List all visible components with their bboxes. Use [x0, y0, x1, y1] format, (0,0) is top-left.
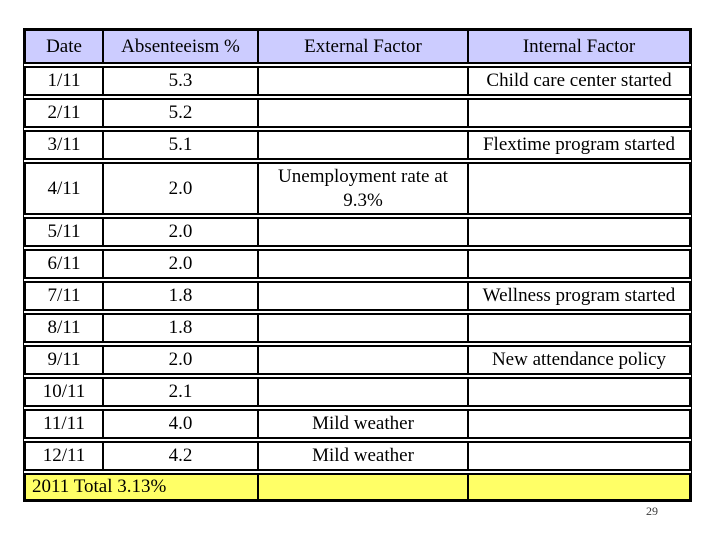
internal-factor-cell: Flextime program started — [482, 134, 676, 156]
table-row: 12/11 4.2 Mild weather — [24, 441, 691, 471]
header-external-factor: External Factor — [259, 31, 469, 62]
absenteeism-cell: 5.1 — [104, 132, 259, 158]
table-row: 4/11 2.0 Unemployment rate at 9.3% — [24, 162, 691, 215]
external-factor-cell — [259, 347, 469, 373]
external-factor-cell — [259, 379, 469, 405]
table-row: 7/11 1.8 Wellness program started — [24, 281, 691, 311]
external-factor-cell — [259, 219, 469, 245]
table-row: 10/11 2.1 — [24, 377, 691, 407]
header-date: Date — [26, 31, 104, 62]
internal-factor-cell — [469, 100, 689, 126]
date-cell: 1/11 — [26, 68, 104, 94]
internal-factor-cell — [469, 443, 689, 469]
table-row: 6/11 2.0 — [24, 249, 691, 279]
table-row: 9/11 2.0 New attendance policy — [24, 345, 691, 375]
absenteeism-cell: 4.0 — [104, 411, 259, 437]
internal-factor-cell — [469, 379, 689, 405]
external-factor-cell — [259, 132, 469, 158]
date-cell: 12/11 — [26, 443, 104, 469]
header-internal-factor: Internal Factor — [522, 35, 636, 57]
absenteeism-cell: 2.0 — [104, 164, 259, 213]
absenteeism-cell: 5.3 — [104, 68, 259, 94]
date-cell: 3/11 — [26, 132, 104, 158]
absenteeism-table: Date Absenteeism % External Factor Inter… — [23, 28, 692, 502]
total-label-cell: 2011 Total 3.13% — [26, 475, 259, 499]
table-row: 2/11 5.2 — [24, 98, 691, 128]
absenteeism-cell: 2.0 — [104, 251, 259, 277]
external-factor-cell: Mild weather — [259, 443, 469, 469]
table-row: 1/11 5.3 Child care center started — [24, 66, 691, 96]
internal-factor-cell — [469, 315, 689, 341]
absenteeism-cell: 2.0 — [104, 219, 259, 245]
table-row: 5/11 2.0 — [24, 217, 691, 247]
external-factor-cell — [259, 283, 469, 309]
internal-factor-cell — [469, 251, 689, 277]
date-cell: 11/11 — [26, 411, 104, 437]
external-factor-cell — [259, 100, 469, 126]
date-cell: 4/11 — [26, 164, 104, 213]
total-internal-cell — [469, 475, 689, 499]
date-cell: 8/11 — [26, 315, 104, 341]
date-cell: 7/11 — [26, 283, 104, 309]
total-external-cell — [259, 475, 469, 499]
internal-factor-cell: Wellness program started — [482, 285, 676, 307]
external-factor-cell — [259, 251, 469, 277]
date-cell: 6/11 — [26, 251, 104, 277]
header-absenteeism: Absenteeism % — [104, 31, 259, 62]
date-cell: 9/11 — [26, 347, 104, 373]
table-total-row: 2011 Total 3.13% — [24, 473, 691, 501]
date-cell: 5/11 — [26, 219, 104, 245]
table-header-row: Date Absenteeism % External Factor Inter… — [24, 29, 691, 64]
page-number: 29 — [646, 504, 658, 518]
table-row: 11/11 4.0 Mild weather — [24, 409, 691, 439]
internal-factor-cell — [469, 164, 689, 213]
external-factor-cell: Mild weather — [259, 411, 469, 437]
external-factor-cell — [259, 315, 469, 341]
absenteeism-cell: 4.2 — [104, 443, 259, 469]
date-cell: 10/11 — [26, 379, 104, 405]
external-factor-cell: Unemployment rate at 9.3% — [259, 164, 469, 213]
table-row: 3/11 5.1 Flextime program started — [24, 130, 691, 160]
internal-factor-cell: New attendance policy — [491, 349, 667, 371]
internal-factor-cell — [469, 219, 689, 245]
table-row: 8/11 1.8 — [24, 313, 691, 343]
absenteeism-cell: 1.8 — [104, 283, 259, 309]
external-factor-cell — [259, 68, 469, 94]
absenteeism-cell: 1.8 — [104, 315, 259, 341]
absenteeism-cell: 2.0 — [104, 347, 259, 373]
internal-factor-cell: Child care center started — [486, 70, 672, 92]
absenteeism-cell: 2.1 — [104, 379, 259, 405]
date-cell: 2/11 — [26, 100, 104, 126]
internal-factor-cell — [469, 411, 689, 437]
absenteeism-cell: 5.2 — [104, 100, 259, 126]
